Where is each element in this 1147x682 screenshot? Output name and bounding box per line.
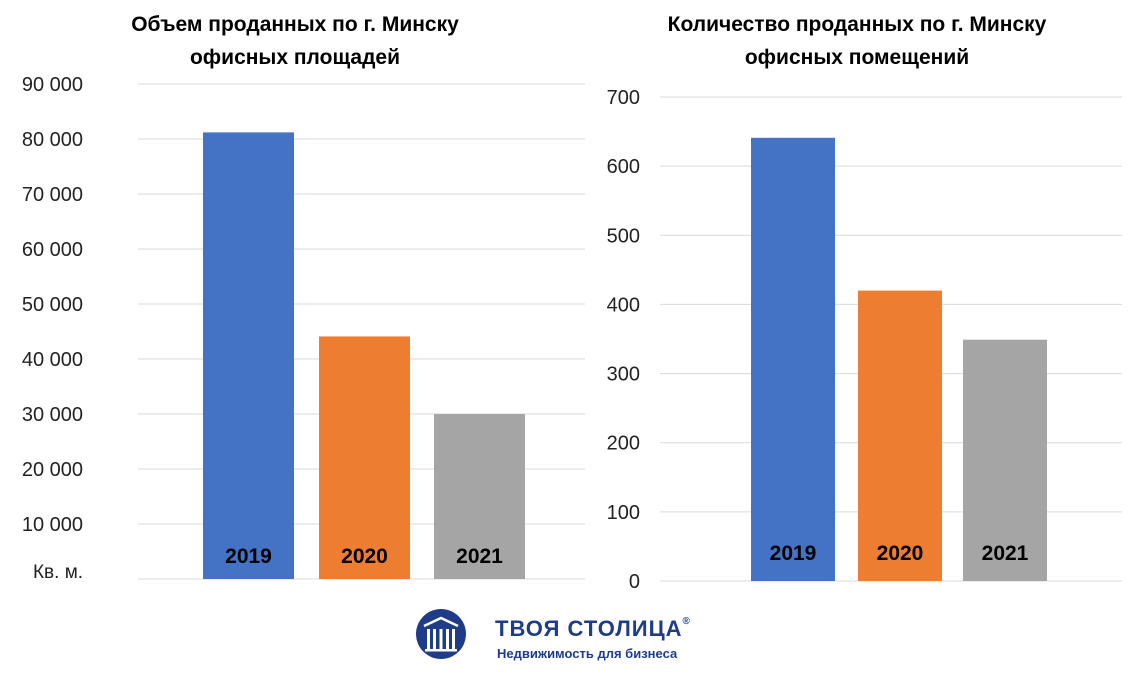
y-tick-label: 500 <box>607 225 640 247</box>
y-tick-label: 400 <box>607 294 640 316</box>
bar-2019 <box>751 137 835 581</box>
y-tick-label: 0 <box>629 571 640 593</box>
brand-name-text: ТВОЯ СТОЛИЦА <box>495 616 683 641</box>
category-label: 2019 <box>770 542 817 565</box>
y-tick-label: 30 000 <box>22 404 83 426</box>
y-tick-label: 600 <box>607 156 640 178</box>
category-label: 2019 <box>225 545 272 568</box>
unit-label: Кв. м. <box>33 562 83 583</box>
y-tick-label: 90 000 <box>22 74 83 96</box>
brand-tagline: Недвижимость для бизнеса <box>497 646 678 661</box>
y-tick-label: 80 000 <box>22 129 83 151</box>
chart-title-line: офисных помещений <box>745 46 969 69</box>
category-label: 2021 <box>982 542 1029 565</box>
bar-2021 <box>963 339 1047 581</box>
y-tick-label: 700 <box>607 87 640 109</box>
y-tick-label: 50 000 <box>22 294 83 316</box>
y-tick-label: 10 000 <box>22 514 83 536</box>
chart-title-line: Объем проданных по г. Минску <box>131 13 459 36</box>
y-tick-label: 20 000 <box>22 459 83 481</box>
y-tick-label: 60 000 <box>22 239 83 261</box>
category-label: 2020 <box>877 542 924 565</box>
brand-name: ТВОЯ СТОЛИЦА® <box>495 616 691 642</box>
bar-2021 <box>434 414 525 579</box>
y-tick-label: 100 <box>607 502 640 524</box>
y-tick-label: 300 <box>607 364 640 386</box>
bar-2020 <box>319 336 410 579</box>
category-label: 2021 <box>456 545 503 568</box>
y-tick-label: 200 <box>607 433 640 455</box>
category-label: 2020 <box>341 545 388 568</box>
y-tick-label: 70 000 <box>22 184 83 206</box>
bar-2019 <box>203 132 294 579</box>
chart-title-line: офисных площадей <box>190 46 400 69</box>
y-tick-label: 40 000 <box>22 349 83 371</box>
building-logo-icon <box>416 609 466 659</box>
bar-2020 <box>858 290 942 581</box>
brand-logo: ТВОЯ СТОЛИЦА® Недвижимость для бизнеса <box>415 608 735 662</box>
chart-title-line: Количество проданных по г. Минску <box>668 13 1047 36</box>
registered-mark: ® <box>682 616 691 627</box>
